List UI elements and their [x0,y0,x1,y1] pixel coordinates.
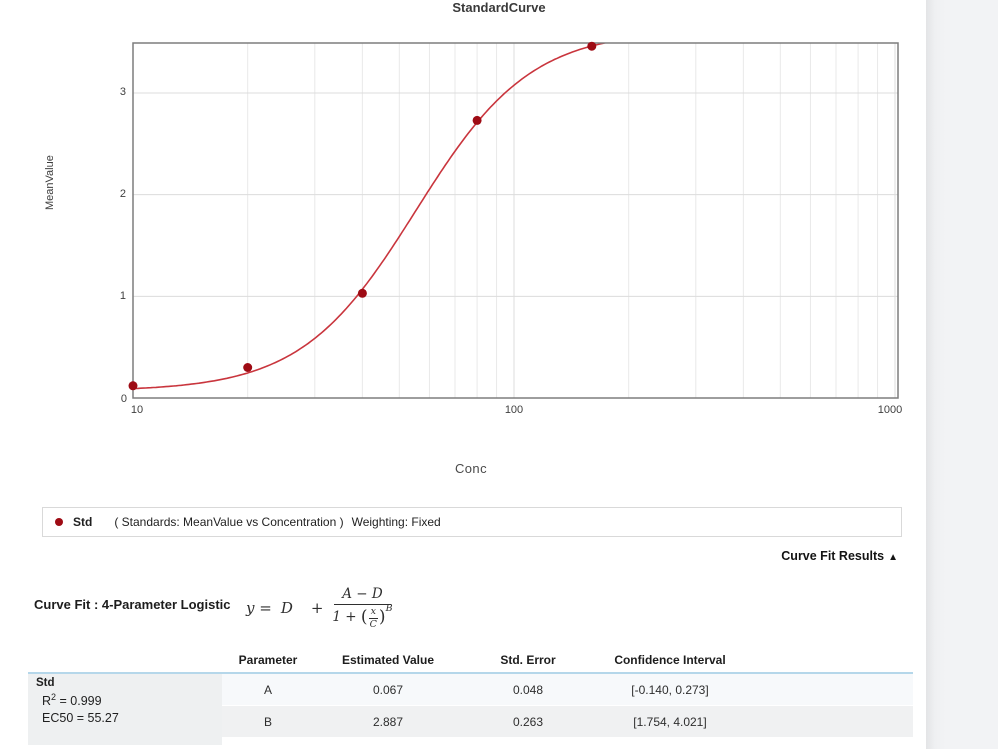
ytick-1: 1 [119,290,126,302]
data-point[interactable] [243,363,253,372]
xtick-1000: 1000 [877,404,903,416]
legend-series-name: Std [73,515,93,529]
xtick-100: 100 [504,404,524,416]
x-axis-label: Conc [455,461,487,476]
xtick-10: 10 [130,404,144,416]
plot-frame [132,42,899,399]
cell-parameter: B [263,714,272,729]
col-parameter: Parameter [238,653,298,667]
data-point[interactable] [587,41,597,51]
formula-d-term: D [280,599,293,617]
cell-ci: [1.754, 4.021] [633,714,707,729]
cell-std-error: 0.263 [512,714,544,729]
curve-fit-results-toggle[interactable]: Curve Fit Results ▲ [598,549,898,563]
curve-fit-formula: y = D + A − D 1 + ( x C ) B [246,578,393,638]
col-estimated-value: Estimated Value [341,653,435,667]
formula-fraction: A − D 1 + ( x C ) B [332,586,393,630]
legend-caption: ( Standards: MeanValue vs Concentration … [114,515,344,529]
curve-fit-results-label: Curve Fit Results [781,549,885,563]
cell-ci: [-0.140, 0.273] [631,682,709,697]
results-table-header: Parameter Estimated Value Std. Error Con… [222,648,913,672]
formula-exponent: B [385,602,393,614]
table-header-separator [28,672,913,674]
data-point[interactable] [357,288,367,298]
plot-gridlines [133,43,898,398]
formula-xc-fraction: x C [368,606,378,630]
formula-plus: + [310,599,324,617]
cell-parameter: A [263,682,272,697]
y-axis-label: MeanValue [44,155,56,210]
legend-box: Std ( Standards: MeanValue vs Concentrat… [42,507,902,537]
cell-estimated: 2.887 [372,714,404,729]
paren-open: ( [360,607,368,628]
table-row: B 2.887 0.263 [1.754, 4.021] [222,706,913,737]
ytick-2: 2 [119,188,126,200]
standard-points[interactable] [128,41,597,391]
col-std-error: Std. Error [500,653,556,667]
group-name: Std [36,677,55,689]
formula-denominator: 1 + ( x C ) B [332,602,393,630]
cell-estimated: 0.067 [372,682,404,697]
ytick-0: 0 [120,393,127,405]
collapse-arrow-icon: ▲ [888,552,898,563]
ytick-3: 3 [119,86,126,98]
chart-title: StandardCurve [452,0,546,15]
formula-lhs: y = [246,599,272,617]
formula-c: C [369,618,377,630]
table-row: A 0.067 0.048 [-0.140, 0.273] [222,674,913,705]
col-confidence-interval: Confidence Interval [614,653,726,667]
cell-std-error: 0.048 [512,682,544,697]
fit-curve-line [133,43,609,390]
std-group-cell: Std R2 = 0.999 EC50 = 55.27 [28,674,222,745]
formula-den-prefix: 1 + [332,609,357,626]
legend-weighting: Weighting: Fixed [351,515,441,529]
series-marker-icon [55,518,63,526]
r-squared-value: R2 = 0.999 [42,692,102,709]
curve-fit-model-label: Curve Fit : 4-Parameter Logistic [34,597,231,612]
formula-x: x [368,606,378,619]
desktop-background-strip [926,0,998,749]
data-point[interactable] [472,115,482,125]
standard-curve-plot[interactable] [0,0,998,480]
data-point[interactable] [128,381,138,391]
ec50-value: EC50 = 55.27 [42,711,119,726]
paren-close: ) [378,607,386,628]
formula-numerator: A − D [334,586,391,606]
